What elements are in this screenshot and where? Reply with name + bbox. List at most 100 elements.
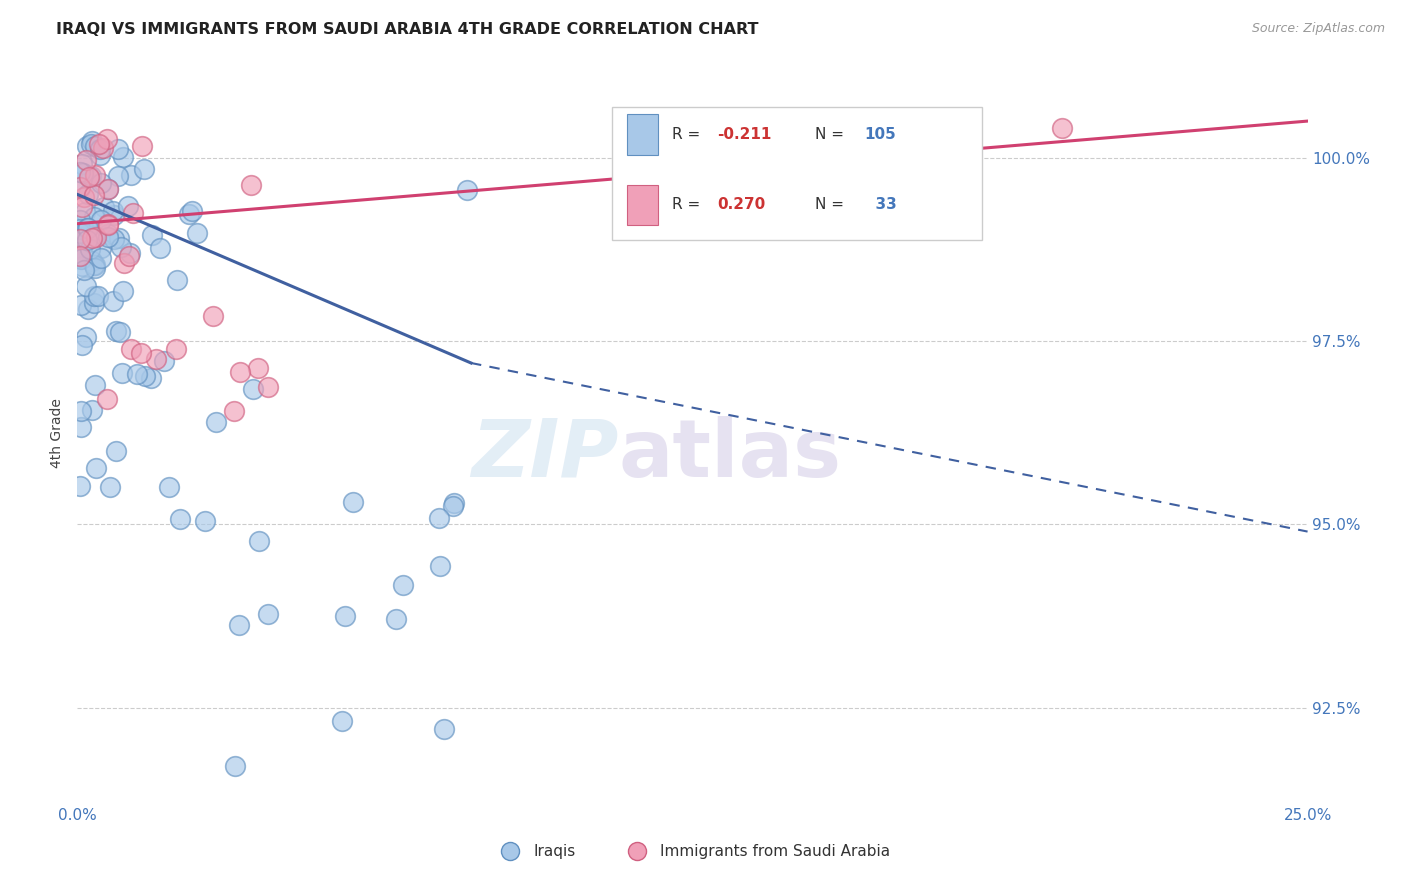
Point: [87, 137, 110, 152]
Point: [75, 279, 97, 293]
Point: [131, 139, 153, 153]
Point: [69, 404, 91, 418]
Point: [103, 203, 125, 218]
Point: [69, 251, 91, 265]
Point: [112, 284, 135, 298]
Point: [80, 169, 103, 183]
Point: [443, 496, 465, 510]
Point: [117, 199, 139, 213]
Point: [456, 183, 478, 197]
Point: [90, 176, 112, 190]
Bar: [627, 185, 658, 226]
Point: [228, 365, 250, 379]
Point: [224, 759, 246, 773]
Point: [330, 714, 353, 728]
Text: N =: N =: [815, 128, 849, 142]
Point: [118, 249, 141, 263]
Point: [82, 254, 104, 268]
Point: [69, 213, 91, 227]
Point: [392, 578, 415, 592]
Point: [89, 148, 111, 162]
Point: [77, 220, 100, 235]
Point: [83, 295, 105, 310]
Point: [69, 226, 91, 240]
Point: [77, 301, 100, 316]
Point: [110, 240, 132, 254]
Point: [385, 612, 408, 626]
Point: [80, 402, 103, 417]
Point: [90, 251, 112, 265]
Point: [70, 200, 93, 214]
Point: [105, 444, 128, 458]
Point: [76, 169, 98, 183]
Point: [127, 367, 149, 381]
Point: [103, 208, 125, 222]
Point: [111, 366, 134, 380]
Point: [69, 249, 91, 263]
Point: [134, 368, 156, 383]
Point: [98, 480, 121, 494]
Point: [139, 371, 162, 385]
Point: [181, 203, 204, 218]
Text: R =: R =: [672, 197, 704, 212]
Point: [166, 273, 188, 287]
Point: [87, 289, 110, 303]
Point: [72, 230, 94, 244]
Point: [112, 150, 135, 164]
Point: [70, 259, 93, 273]
Point: [257, 380, 280, 394]
Text: ZIP: ZIP: [471, 416, 619, 494]
Point: [73, 262, 96, 277]
Point: [83, 188, 105, 202]
Point: [89, 143, 111, 157]
Point: [93, 200, 115, 214]
Bar: [627, 114, 658, 155]
Point: [70, 337, 93, 351]
Point: [97, 182, 120, 196]
Text: IRAQI VS IMMIGRANTS FROM SAUDI ARABIA 4TH GRADE CORRELATION CHART: IRAQI VS IMMIGRANTS FROM SAUDI ARABIA 4T…: [56, 22, 759, 37]
Point: [90, 212, 112, 227]
Point: [177, 207, 200, 221]
Point: [97, 230, 120, 244]
Point: [75, 205, 97, 219]
Point: [194, 515, 217, 529]
Point: [107, 142, 129, 156]
Point: [120, 168, 142, 182]
Point: [97, 182, 120, 196]
Text: 0.270: 0.270: [717, 197, 765, 212]
Point: [242, 382, 264, 396]
Text: 105: 105: [865, 128, 897, 142]
Point: [69, 252, 91, 267]
Point: [104, 324, 127, 338]
Point: [84, 258, 107, 272]
Point: [247, 534, 270, 549]
Point: [90, 241, 112, 255]
Point: [97, 227, 120, 241]
Point: [169, 511, 191, 525]
Legend: Iraqis, Immigrants from Saudi Arabia: Iraqis, Immigrants from Saudi Arabia: [489, 838, 896, 865]
Point: [333, 608, 356, 623]
Point: [69, 180, 91, 194]
Point: [83, 168, 105, 182]
Y-axis label: 4th Grade: 4th Grade: [51, 398, 65, 467]
Text: R =: R =: [672, 128, 704, 142]
Point: [120, 342, 142, 356]
Point: [427, 510, 450, 524]
Point: [433, 723, 456, 737]
Point: [77, 227, 100, 242]
Point: [76, 139, 98, 153]
Point: [69, 222, 91, 236]
Point: [79, 170, 101, 185]
Point: [83, 210, 105, 224]
Point: [129, 346, 152, 360]
Point: [101, 294, 124, 309]
Point: [69, 478, 91, 492]
Point: [91, 141, 114, 155]
Point: [75, 329, 97, 343]
Point: [83, 288, 105, 302]
Point: [70, 420, 93, 434]
Point: [80, 137, 103, 152]
Point: [165, 342, 187, 356]
Point: [69, 232, 91, 246]
Point: [96, 392, 118, 406]
